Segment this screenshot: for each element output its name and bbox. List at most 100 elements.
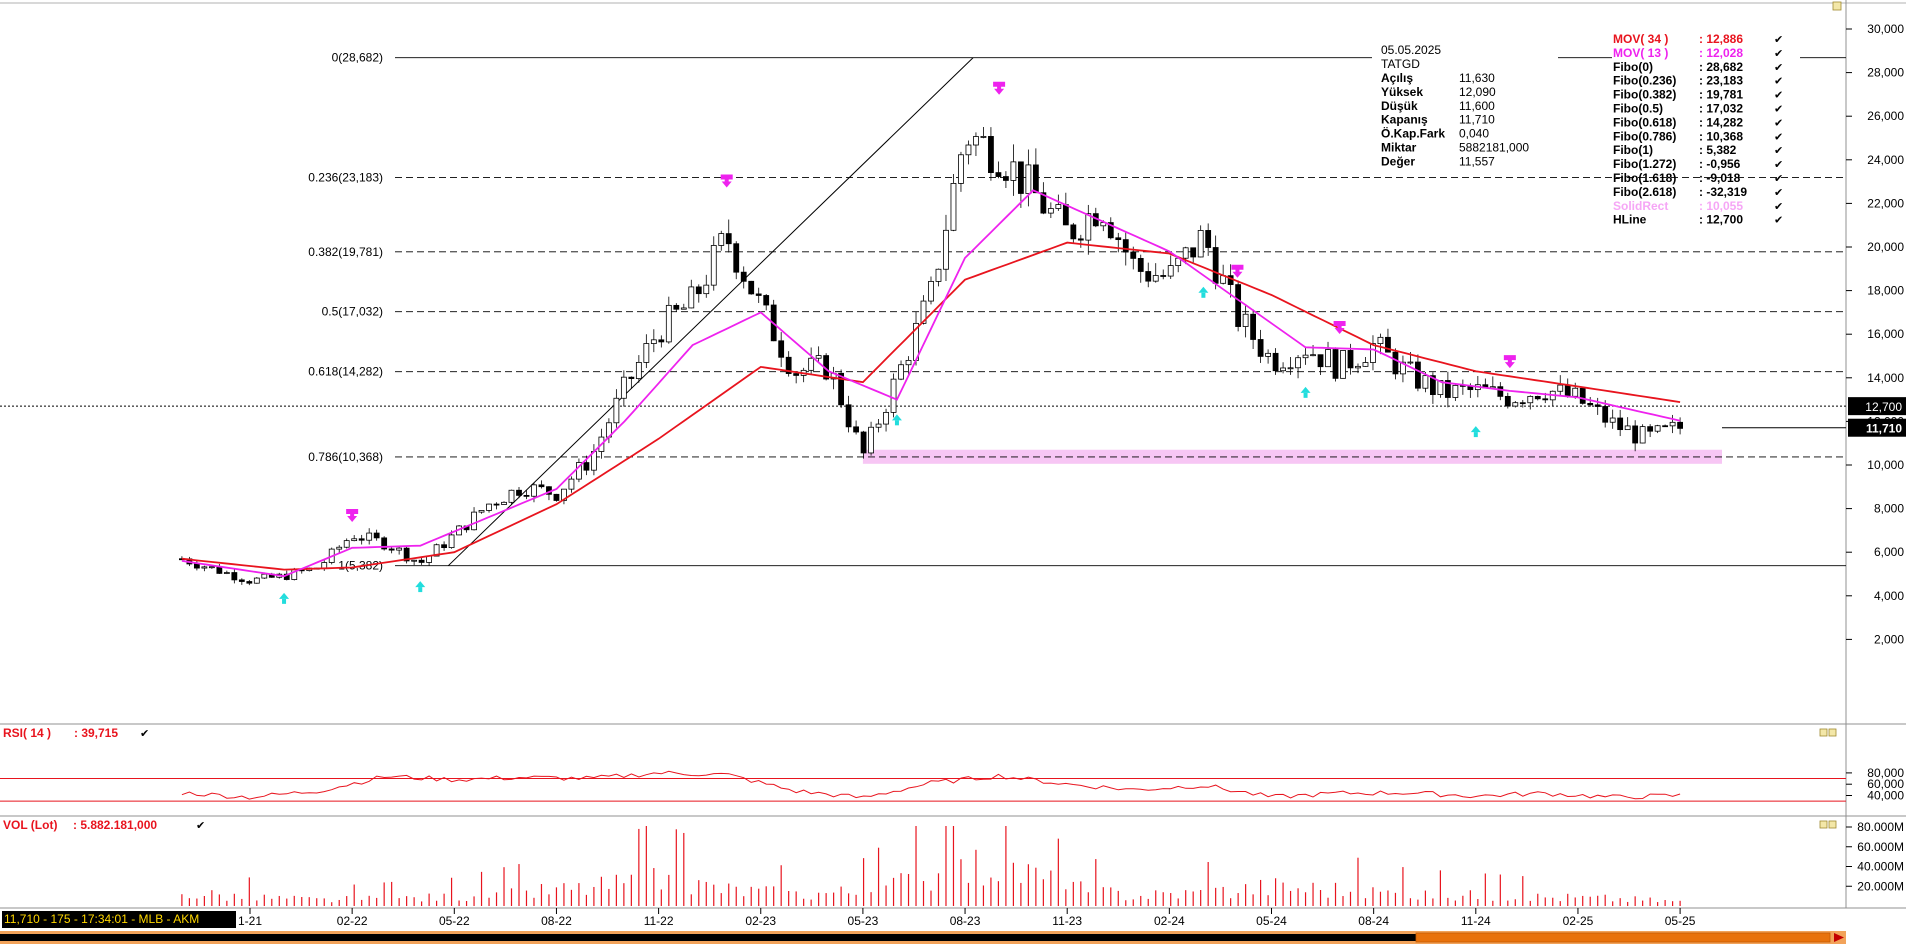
candle-body <box>995 172 1002 177</box>
legend-check-icon[interactable]: ✔ <box>1774 34 1783 46</box>
candle-body <box>201 566 208 569</box>
x-tick-label: 1-21 <box>238 914 262 928</box>
legend-check-icon[interactable]: ✔ <box>1774 173 1783 185</box>
info-date: 05.05.2025 <box>1381 43 1441 57</box>
candle-body <box>838 372 845 406</box>
candle-body <box>1152 275 1159 282</box>
mov13-line <box>181 189 1681 578</box>
legend-check-icon[interactable]: ✔ <box>1774 131 1783 143</box>
candle-body <box>1609 417 1616 423</box>
candle-body <box>860 431 867 454</box>
candle-body <box>1594 404 1601 407</box>
candle-body <box>1310 354 1316 357</box>
info-row-label: Açılış <box>1381 71 1413 85</box>
candle-body <box>343 540 350 548</box>
x-tick-label: 02-22 <box>337 914 368 928</box>
candle-body <box>965 144 972 156</box>
candle-body <box>1647 426 1654 432</box>
candle-body <box>253 577 260 584</box>
candle-body <box>1437 380 1444 396</box>
candle-body <box>1587 402 1594 406</box>
candle-body <box>673 304 680 310</box>
hline-price-tag <box>1848 397 1906 416</box>
legend-value: : 12,700 <box>1699 213 1743 227</box>
volume-check-icon[interactable]: ✔ <box>196 820 205 832</box>
legend-check-icon[interactable]: ✔ <box>1774 145 1783 157</box>
fib-level-label: 0(28,682) <box>332 51 383 65</box>
candle-body <box>448 534 455 549</box>
candle-body <box>1355 365 1361 369</box>
signal-down-arrow-icon <box>1333 320 1346 329</box>
legend-check-icon[interactable]: ✔ <box>1774 48 1783 60</box>
legend-check-icon[interactable]: ✔ <box>1774 215 1783 227</box>
signal-up-arrow-icon <box>1473 432 1478 438</box>
candle-body <box>1527 395 1534 404</box>
signal-up-arrow-icon <box>418 587 423 593</box>
signal-down-arrow-icon <box>346 508 359 517</box>
signal-down-arrow-icon <box>720 174 733 183</box>
candle-body <box>538 484 545 488</box>
legend-check-icon[interactable]: ✔ <box>1774 76 1783 88</box>
candle-body <box>973 136 979 146</box>
legend-check-icon[interactable]: ✔ <box>1774 201 1783 213</box>
candle-body <box>1085 213 1092 241</box>
candle-body <box>1032 164 1039 194</box>
candle-body <box>988 136 994 173</box>
candle-body <box>1130 251 1137 259</box>
candle-body <box>628 376 635 379</box>
legend-value: : 28,682 <box>1699 60 1743 74</box>
legend-check-icon[interactable]: ✔ <box>1774 90 1783 102</box>
legend-check-icon[interactable]: ✔ <box>1774 117 1783 129</box>
vol-y-tick-label: 60.000M <box>1857 840 1904 854</box>
legend-label: Fibo(0.5) <box>1613 102 1663 116</box>
y-tick-label: 10,000 <box>1867 458 1904 472</box>
rsi-panel-controls-icon[interactable] <box>1819 728 1837 737</box>
candle-body <box>471 511 477 531</box>
candle-body <box>1677 421 1683 429</box>
candle-body <box>231 572 238 581</box>
candle-body <box>1325 349 1331 368</box>
candle-body <box>740 271 747 282</box>
x-tick-label: 05-23 <box>848 914 879 928</box>
legend-check-icon[interactable]: ✔ <box>1774 159 1783 171</box>
candle-body <box>1145 271 1152 282</box>
signal-down-arrow-icon <box>347 515 358 522</box>
candle-body <box>875 423 882 428</box>
candle-body <box>1190 247 1197 258</box>
vol-panel-controls-icon[interactable] <box>1819 820 1837 829</box>
candle-body <box>531 484 537 497</box>
legend-check-icon[interactable]: ✔ <box>1774 104 1783 116</box>
candle-body <box>943 229 949 270</box>
info-row-value: 11,600 <box>1459 99 1495 113</box>
hline-price-label: 12,700 <box>1865 400 1902 414</box>
candle-body <box>208 566 215 569</box>
candle-body <box>366 532 373 541</box>
fib-level-label: 0.382(19,781) <box>308 245 383 259</box>
legend-check-icon[interactable]: ✔ <box>1774 62 1783 74</box>
legend-label: Fibo(0.382) <box>1613 88 1676 102</box>
x-tick-label: 02-24 <box>1154 914 1185 928</box>
candle-body <box>1182 247 1189 259</box>
candle-body <box>1392 351 1399 375</box>
signal-down-arrow-icon <box>994 88 1005 95</box>
info-row-value: 11,557 <box>1459 154 1495 168</box>
vol-y-tick-label: 40.000M <box>1857 860 1904 874</box>
ohlc-info-box: 05.05.2025 TATGD Açılış 11,630 Yüksek 12,09… <box>1381 43 1529 168</box>
candle-body <box>403 547 410 562</box>
legend-check-icon[interactable]: ✔ <box>1774 187 1783 199</box>
rsi-y-tick-label: 40,000 <box>1867 789 1904 803</box>
info-row-value: 5882181,000 <box>1459 141 1529 155</box>
x-tick-label: 11-24 <box>1461 914 1491 928</box>
rsi-check-icon[interactable]: ✔ <box>140 728 149 740</box>
panel-resize-icon[interactable] <box>1832 1 1842 11</box>
candle-body <box>1602 406 1609 423</box>
horizontal-scrollbar[interactable] <box>0 931 1846 944</box>
candle-body <box>501 501 507 505</box>
candle-body <box>223 572 230 574</box>
candle-body <box>381 537 388 550</box>
y-tick-label: 20,000 <box>1867 240 1904 254</box>
signal-down-arrow-icon <box>993 81 1006 90</box>
fib-level-label: 0.786(10,368) <box>308 450 383 464</box>
candle-body <box>853 426 859 433</box>
x-tick-label: 08-22 <box>541 914 572 928</box>
